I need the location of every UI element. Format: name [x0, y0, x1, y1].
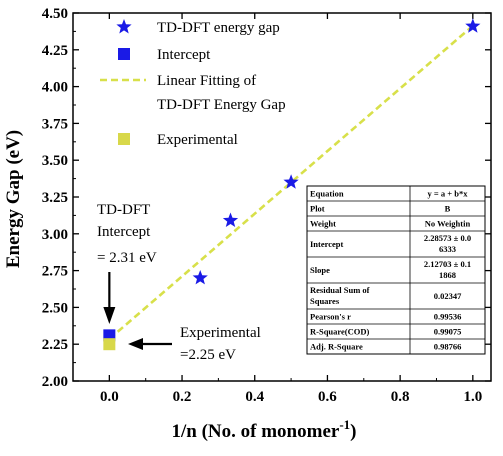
fit-table-label: Equation: [310, 189, 344, 199]
star-point: [222, 212, 239, 228]
star-point: [465, 18, 481, 33]
legend-entry-label: TD-DFT energy gap: [157, 20, 280, 36]
arrow-intercept-head: [103, 307, 116, 324]
fit-layer: [108, 24, 474, 340]
y-tick-label: 3.50: [42, 153, 68, 169]
x-tick-label: 0.6: [318, 389, 337, 405]
y-tick-label: 2.00: [42, 374, 68, 390]
annotation-experimental-label: Experimental: [180, 325, 261, 341]
fit-table-label: Plot: [310, 204, 325, 214]
experimental-point: [103, 338, 116, 351]
fit-table-value: 2.12703 ± 0.1: [424, 259, 471, 269]
fit-line: [108, 24, 474, 340]
x-tick-label: 1.0: [463, 389, 482, 405]
x-tick-label: 0.4: [245, 389, 264, 405]
fit-table-value: 0.98766: [434, 342, 462, 352]
annotation-intercept-label: = 2.31 eV: [97, 250, 157, 266]
legend-star-icon: [116, 19, 132, 34]
y-axis-title: Energy Gap (eV): [3, 130, 24, 268]
fit-table-label: Pearson's r: [310, 312, 351, 322]
annotation-experimental-label: =2.25 eV: [180, 347, 236, 363]
y-tick-label: 2.50: [42, 300, 68, 316]
legend: TD-DFT energy gap Intercept Linear Fitting…: [100, 19, 286, 148]
fit-table-value: y = a + b*x: [428, 189, 469, 199]
legend-entry-label: Linear Fitting of: [157, 73, 256, 89]
fit-table-label: Squares: [310, 296, 340, 306]
fit-table-value: No Weightin: [425, 219, 471, 229]
legend-entry-label: Intercept: [157, 47, 211, 63]
fit-table-value: 0.02347: [434, 291, 462, 301]
star-point: [192, 269, 208, 285]
arrows: [103, 272, 172, 350]
fit-table-value: 0.99536: [434, 312, 462, 322]
x-axis-title: 1/n (No. of monomer-1): [172, 417, 357, 442]
y-tick-label: 3.25: [42, 190, 68, 206]
annotation-intercept-label: TD-DFT: [97, 202, 150, 218]
x-tick-label: 0.8: [391, 389, 410, 405]
fit-table-label: Residual Sum of: [310, 285, 370, 295]
fit-table-value: 2.28573 ± 0.0: [424, 233, 471, 243]
fit-table: Equation y = a + b*x Plot B Weight No Weighti…: [306, 185, 486, 355]
y-tick-label: 4.50: [42, 6, 68, 22]
fit-table-label: R-Square(COD): [310, 327, 370, 337]
legend-entry-label: Experimental: [157, 132, 238, 148]
annotation-intercept-label: Intercept: [97, 224, 151, 240]
star-point: [283, 174, 299, 189]
fit-table-label: Intercept: [310, 239, 344, 249]
fit-table-label: Weight: [310, 219, 336, 229]
fit-table-value: 6333: [439, 244, 456, 254]
legend-square-icon: [118, 48, 130, 60]
x-tick-label: 0.0: [100, 389, 119, 405]
legend-square-icon: [118, 133, 130, 145]
x-tick-label: 0.2: [173, 389, 192, 405]
arrow-experimental-head: [128, 338, 143, 350]
y-tick-label: 4.00: [42, 80, 68, 96]
fit-table-label: Slope: [310, 265, 330, 275]
y-tick-label: 2.75: [42, 264, 68, 280]
fit-table-value: 0.99075: [434, 327, 462, 337]
fit-table-label: Adj. R-Square: [310, 342, 363, 352]
y-tick-label: 4.25: [42, 43, 68, 59]
y-tick-label: 2.25: [42, 337, 68, 353]
y-tick-label: 3.75: [42, 116, 68, 132]
annotations: TD-DFT Intercept = 2.31 eV Experimental =2.2…: [97, 202, 261, 363]
ticks: 0.0 0.2 0.4 0.6 0.8 1.0 2.00 2.25 2.50 2.75 3.00 3.…: [42, 6, 491, 405]
fit-table-value: 1868: [439, 270, 456, 280]
legend-entry-label: TD-DFT Energy Gap: [157, 97, 286, 113]
points: [103, 18, 481, 351]
fit-table-value: B: [445, 204, 451, 214]
fit-table-border: [306, 185, 486, 355]
y-tick-label: 3.00: [42, 227, 68, 243]
